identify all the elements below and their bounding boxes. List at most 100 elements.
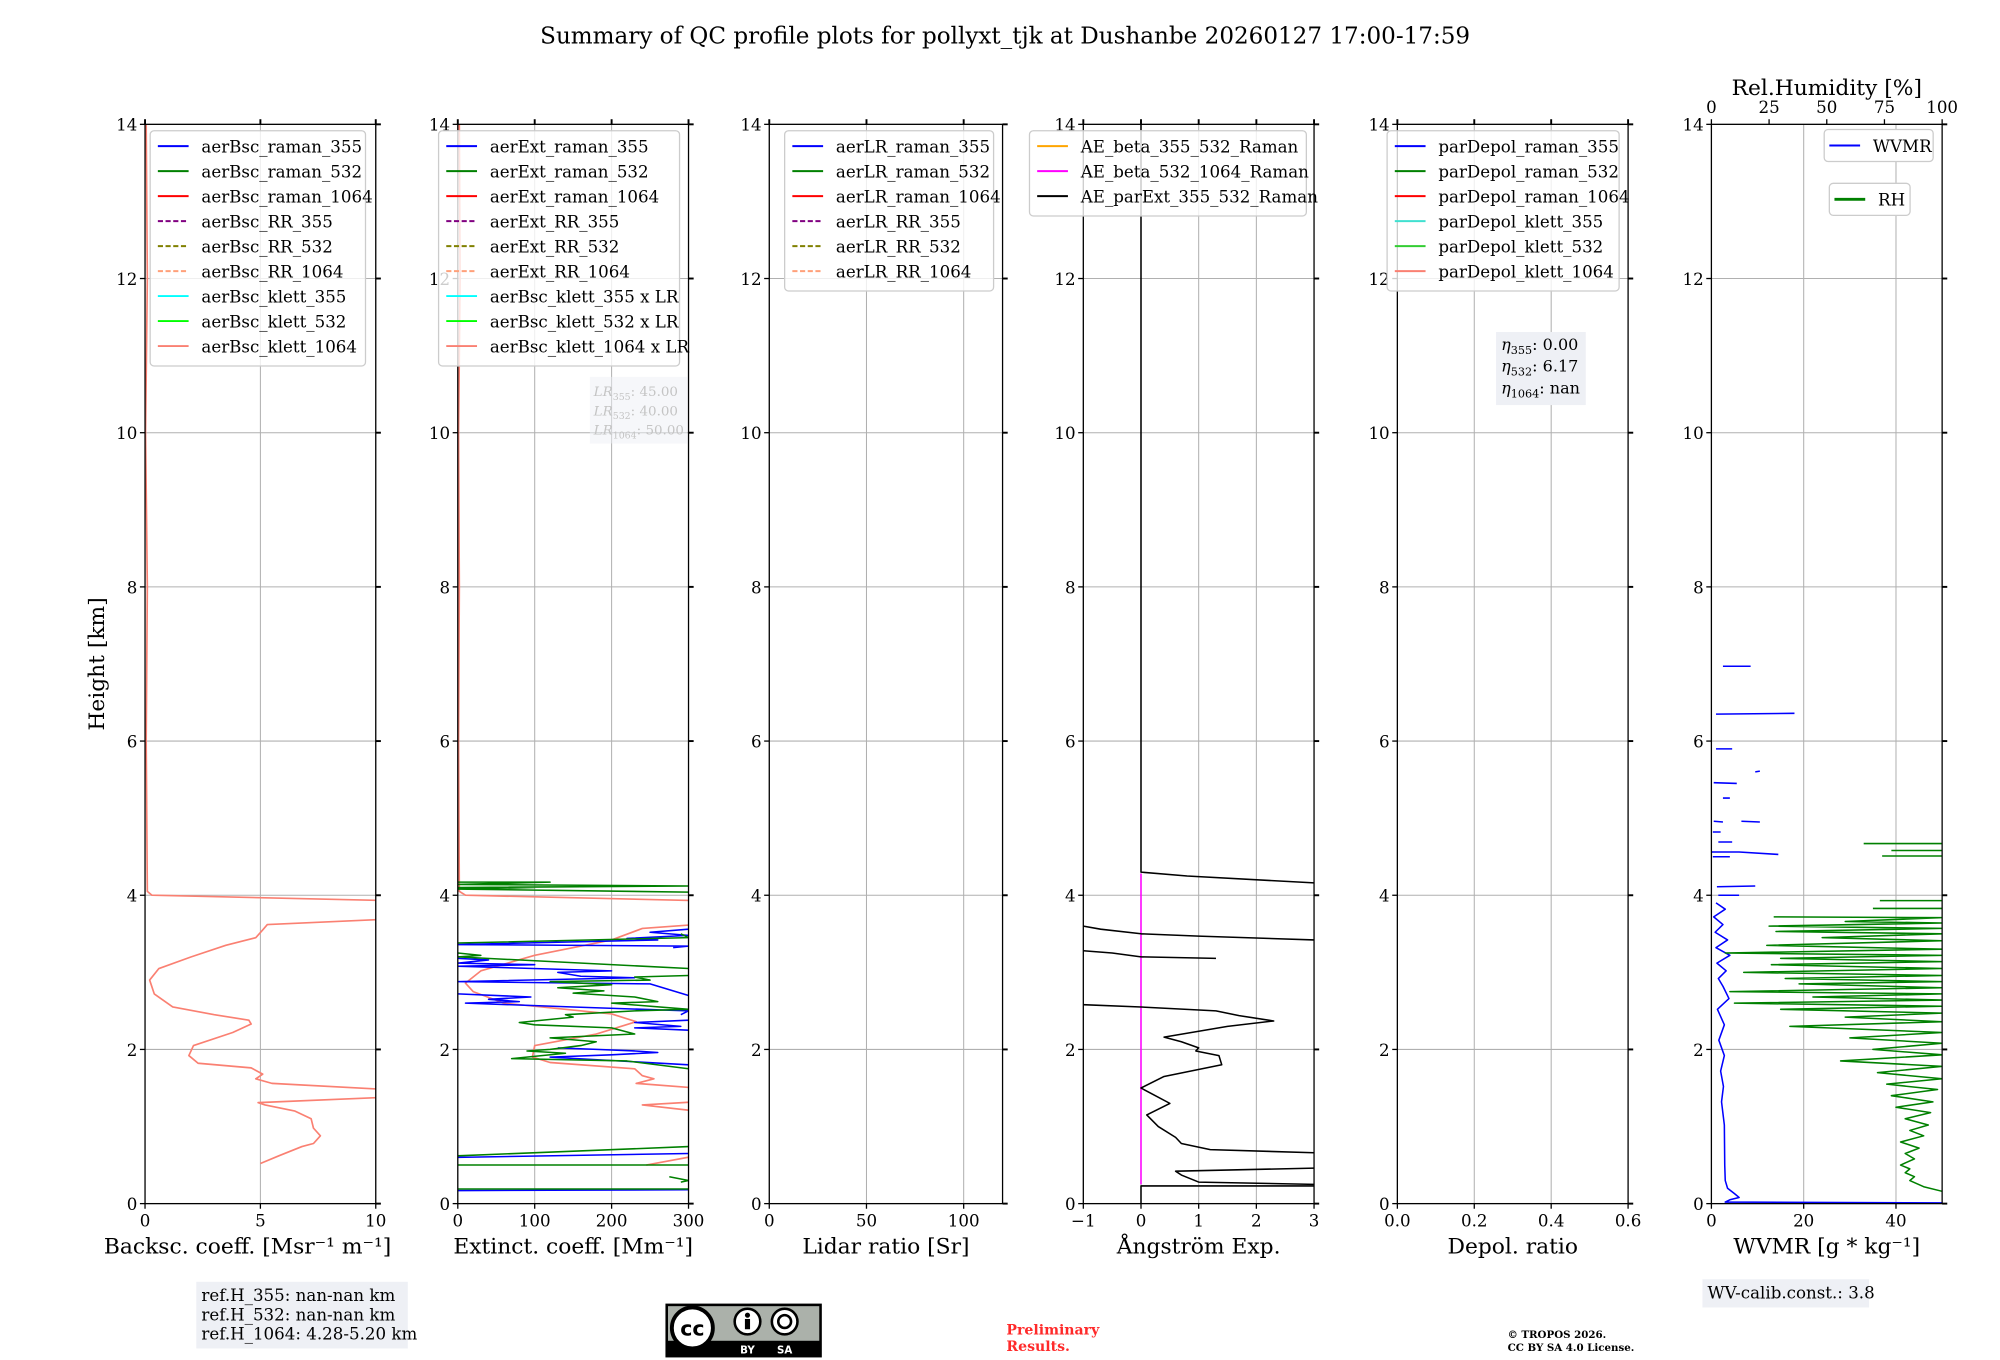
y-tick-label: 4 — [1693, 887, 1704, 906]
series-line-aerBsc_klett_1064 x LR — [641, 1101, 689, 1112]
y-tick-label: 12 — [1368, 270, 1389, 289]
legend-entry: aerBsc_RR_1064 — [201, 263, 343, 282]
y-tick-label: 12 — [1683, 270, 1704, 289]
top-x-tick-label: 100 — [1926, 98, 1958, 117]
cc-logo-text: cc — [680, 1317, 704, 1341]
x-tick-label: −1 — [1071, 1212, 1096, 1231]
x-tick-label: 1 — [1193, 1212, 1204, 1231]
legend-entry: aerBsc_RR_532 — [201, 238, 332, 257]
axes-frame — [457, 123, 690, 1205]
y-tick-label: 14 — [1368, 116, 1389, 135]
legend-entry: AE_beta_532_1064_Raman — [1080, 163, 1309, 182]
wv-calib-box: WV-calib.const.: 3.8 — [1702, 1279, 1875, 1308]
legend-entry: AE_parExt_355_532_Raman — [1080, 188, 1318, 207]
copyright-line-1: © TROPOS 2026. — [1508, 1329, 1607, 1341]
legend-entry: aerExt_raman_532 — [490, 163, 649, 182]
y-tick-label: 4 — [1379, 887, 1390, 906]
cc-by-sa-logo: cc BY SA — [665, 1303, 822, 1358]
y-tick-label: 10 — [116, 424, 137, 443]
y-tick-label: 14 — [116, 116, 137, 135]
legend-entry: AE_beta_355_532_Raman — [1080, 138, 1299, 157]
series-line-AE_parExt_355_532_Raman — [1140, 124, 1315, 884]
series-line-aerExt_raman_355 — [549, 1047, 689, 1066]
x-tick-label: 5 — [255, 1212, 266, 1231]
y-tick-label: 0 — [439, 1195, 450, 1214]
panel-1: 0 5 10 0 2 4 6 8 10 12 14 Backsc. coeff. [Msr⁻¹ m⁻¹… — [104, 116, 391, 1260]
x-tick-label: 0 — [1706, 1212, 1717, 1231]
series-line-RH — [1724, 916, 1943, 1193]
legend-entry: aerLR_raman_1064 — [836, 188, 1001, 207]
series-line-aerExt_raman_355 — [457, 1189, 689, 1192]
series-line-WVMR — [1716, 885, 1756, 888]
y-tick-label: 8 — [127, 578, 138, 597]
legend-entry: aerBsc_raman_355 — [201, 138, 362, 157]
y-tick-label: 2 — [439, 1041, 450, 1060]
y-tick-label: 10 — [1368, 424, 1389, 443]
y-tick-label: 2 — [1693, 1041, 1704, 1060]
y-tick-label: 8 — [439, 578, 450, 597]
legend-frame — [1028, 130, 1307, 217]
legend-frame — [1386, 130, 1620, 292]
top-x-tick-label: 25 — [1758, 98, 1779, 117]
ref-height-355: ref.H_355: nan-nan km — [201, 1286, 395, 1305]
y-tick-label: 8 — [751, 578, 762, 597]
series-line-aerExt_raman_532 — [457, 881, 689, 893]
y-tick-label: 6 — [751, 732, 762, 751]
legend-entry: parDepol_klett_355 — [1438, 213, 1603, 232]
legend-entry: parDepol_raman_1064 — [1438, 188, 1629, 207]
legend-entry: aerExt_RR_532 — [490, 238, 620, 257]
legend-frame — [1823, 128, 1934, 163]
series-line-AE_parExt_355_532_Raman — [1174, 1167, 1315, 1186]
legend-entry: aerExt_RR_355 — [490, 213, 620, 232]
x-tick-label: 50 — [856, 1212, 877, 1231]
legend-frame — [784, 130, 995, 292]
top-x-tick-label: 0 — [1706, 98, 1717, 117]
series-line-WVMR — [1716, 712, 1795, 715]
x-tick-label: 2 — [1251, 1212, 1262, 1231]
series-line-WVMR — [1712, 902, 1943, 1204]
legend-entry: aerBsc_raman_532 — [201, 163, 362, 182]
panel-6: 0 20 40 0 2 4 6 8 10 12 14 WVMR [g * kg⁻¹] 0 25 50 75 10… — [1683, 76, 1959, 1260]
x-axis-label: WVMR [g * kg⁻¹] — [1733, 1235, 1920, 1260]
x-tick-label: 10 — [365, 1212, 386, 1231]
x-axis-label: Backsc. coeff. [Msr⁻¹ m⁻¹] — [104, 1235, 391, 1260]
series-line-AE_parExt_355_532_Raman — [1083, 1003, 1315, 1154]
series-line-aerBsc_klett_1064 — [145, 124, 376, 902]
x-tick-label: 0.2 — [1461, 1212, 1488, 1231]
y-tick-label: 0 — [1379, 1195, 1390, 1214]
legend-wvmr: WVMR — [1823, 128, 1934, 163]
series-line-WVMR — [1713, 820, 1724, 823]
y-tick-label: 10 — [429, 424, 450, 443]
top-x-tick-label: 50 — [1816, 98, 1837, 117]
panel-5: 0.0 0.2 0.4 0.6 0 2 4 6 8 10 12 14 Depol. ratio parDe… — [1368, 116, 1641, 1260]
y-tick-label: 10 — [740, 424, 761, 443]
y-tick-label: 8 — [1379, 578, 1390, 597]
y-tick-label: 0 — [1065, 1195, 1076, 1214]
legend-frame — [149, 130, 367, 367]
y-tick-label: 0 — [127, 1195, 138, 1214]
legend-entry: aerBsc_raman_1064 — [201, 188, 372, 207]
x-tick-label: 0 — [764, 1212, 775, 1231]
legend-entry: aerLR_raman_532 — [836, 163, 990, 182]
x-tick-label: 40 — [1885, 1212, 1906, 1231]
lr_box-line: LR355: 45.00 — [593, 385, 678, 403]
legend-entry: aerLR_RR_532 — [836, 238, 961, 257]
x-tick-label: 0 — [1136, 1212, 1147, 1231]
series-line-WVMR — [1755, 770, 1760, 773]
y-tick-label: 14 — [740, 116, 761, 135]
legend-frame — [437, 130, 681, 367]
legend: aerBsc_raman_355 aerBsc_raman_532 aerBsc_r… — [149, 130, 373, 367]
x-tick-label: 300 — [673, 1212, 705, 1231]
by-label: BY — [740, 1345, 755, 1357]
series-line-aerExt_raman_532 — [669, 1175, 689, 1183]
series-line-aerExt_raman_532 — [510, 974, 689, 1070]
y-tick-label: 6 — [1379, 732, 1390, 751]
ref-height-1064: ref.H_1064: 4.28-5.20 km — [201, 1324, 417, 1343]
legend: aerLR_raman_355 aerLR_raman_532 aerLR_rama… — [784, 130, 1001, 292]
y-tick-label: 2 — [1065, 1041, 1076, 1060]
panel-3: 0 50 100 0 2 4 6 8 10 12 14 Lidar ratio [Sr] aerLR_r… — [740, 116, 1008, 1260]
y-tick-label: 12 — [116, 270, 137, 289]
y-tick-label: 6 — [1693, 732, 1704, 751]
